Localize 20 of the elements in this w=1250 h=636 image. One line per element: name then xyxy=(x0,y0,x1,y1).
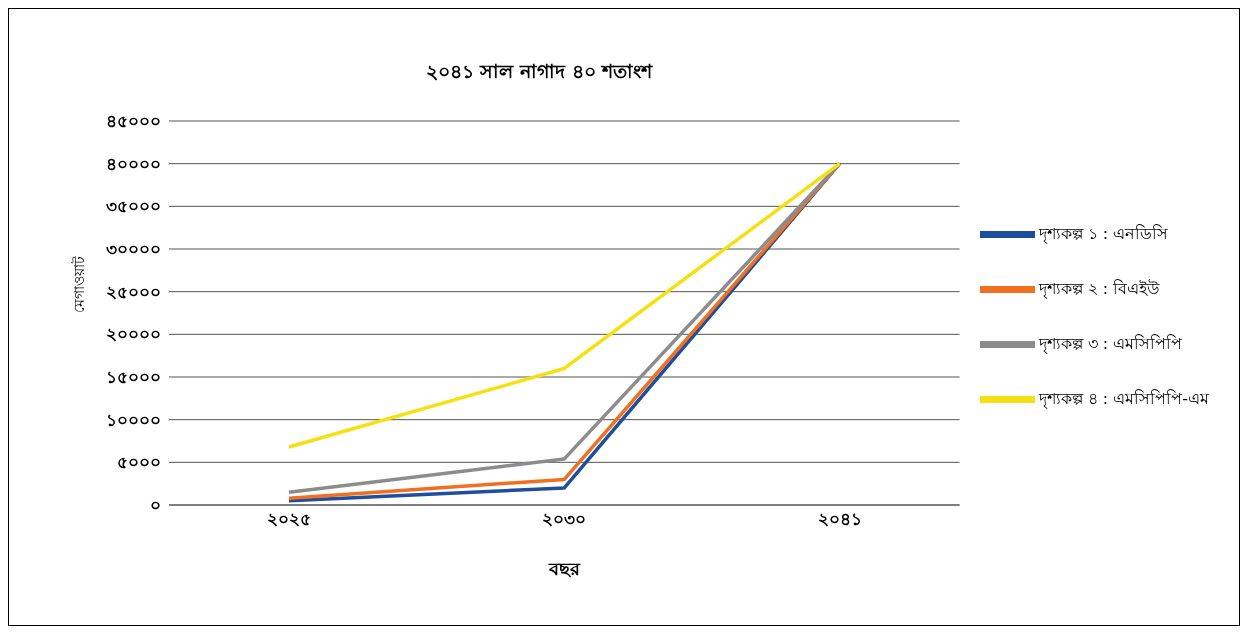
chart-title: ২০৪১ সাল নাগাদ ৪০ শতাংশ xyxy=(424,59,654,84)
y-axis-title: মেগাওয়াট xyxy=(70,256,87,313)
y-tick-label: ২০০০০ xyxy=(106,324,161,345)
y-tick-label: ০ xyxy=(150,495,161,516)
y-tick-label: ৪০০০০ xyxy=(106,153,161,174)
x-tick-label: ২০৪১ xyxy=(817,509,862,530)
y-tick-label: ৩০০০০ xyxy=(106,239,161,260)
y-tick-label: ১৫০০০ xyxy=(106,367,161,388)
x-tick-label: ২০৩০ xyxy=(542,509,587,530)
x-tick-label: ২০২৫ xyxy=(267,509,311,530)
x-axis-title: বছর xyxy=(547,558,581,579)
legend-label: দৃশ্যকল্প ৩ : এমসিপিপি xyxy=(1038,334,1183,353)
y-tick-label: ৪৫০০০ xyxy=(106,111,161,132)
legend-label: দৃশ্যকল্প ১ : এনডিসি xyxy=(1038,224,1169,243)
legend-label: দৃশ্যকল্প ৪ : এমসিপিপি-এম xyxy=(1038,389,1209,408)
y-tick-label: ৫০০০ xyxy=(117,452,161,473)
y-tick-label: ১০০০০ xyxy=(106,409,161,430)
y-tick-label: ৩৫০০০ xyxy=(106,196,161,217)
y-tick-label: ২৫০০০ xyxy=(106,281,161,302)
legend-label: দৃশ্যকল্প ২ : বিএইউ xyxy=(1038,279,1160,298)
